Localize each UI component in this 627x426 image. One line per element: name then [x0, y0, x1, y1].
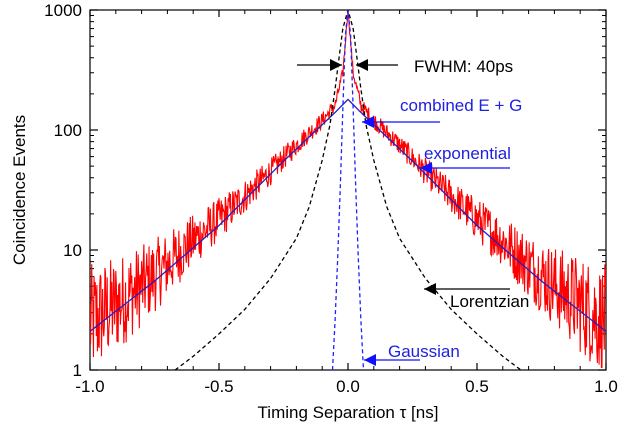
y-axis-title: Coincidence Events: [10, 115, 29, 265]
x-tick-label: -1.0: [75, 377, 104, 396]
arrow-head: [424, 283, 436, 295]
x-tick-label: -0.5: [204, 377, 233, 396]
y-tick-label: 10: [63, 241, 82, 260]
combined-arrow: [362, 116, 440, 128]
arrow-head: [420, 162, 432, 174]
exponential-fit-line: [90, 98, 606, 332]
y-tick-label: 1: [73, 361, 82, 380]
series-layer: [90, 10, 606, 370]
axis-ticks: [89, 9, 607, 371]
x-axis-title: Timing Separation τ [ns]: [258, 403, 439, 422]
arrow-head: [356, 59, 368, 71]
annotation-fwhm-40ps: FWHM: 40ps: [414, 57, 513, 76]
plot-frame: [89, 9, 607, 371]
arrow-head: [362, 116, 374, 128]
annotation-exponential: exponential: [424, 144, 511, 163]
annotation-lorentzian: Lorentzian: [450, 292, 529, 311]
arrow-head: [330, 59, 342, 71]
x-tick-label: 0.5: [465, 377, 489, 396]
annotations: FWHM: 40ps combined E + G exponential Loren…: [297, 57, 529, 366]
gaussian-arrow: [364, 354, 420, 366]
exponential-arrow: [420, 162, 510, 174]
y-tick-label: 100: [54, 121, 82, 140]
y-tick-label: 1000: [44, 1, 82, 20]
fwhm-arrow-left: [297, 59, 342, 71]
measured-data-line: [90, 11, 606, 369]
annotation-gaussian: Gaussian: [388, 342, 460, 361]
arrow-head: [364, 354, 376, 366]
fwhm-arrow-right: [356, 59, 398, 71]
x-tick-label: 1.0: [594, 377, 618, 396]
x-tick-label: 0.0: [336, 377, 360, 396]
gaussian-fit-line: [331, 10, 365, 370]
lorentzian-arrow: [424, 283, 510, 295]
tick-labels: -1.0 -0.5 0.0 0.5 1.0 1 10 100 1000: [44, 1, 618, 396]
annotation-combined-e-g: combined E + G: [400, 96, 522, 115]
